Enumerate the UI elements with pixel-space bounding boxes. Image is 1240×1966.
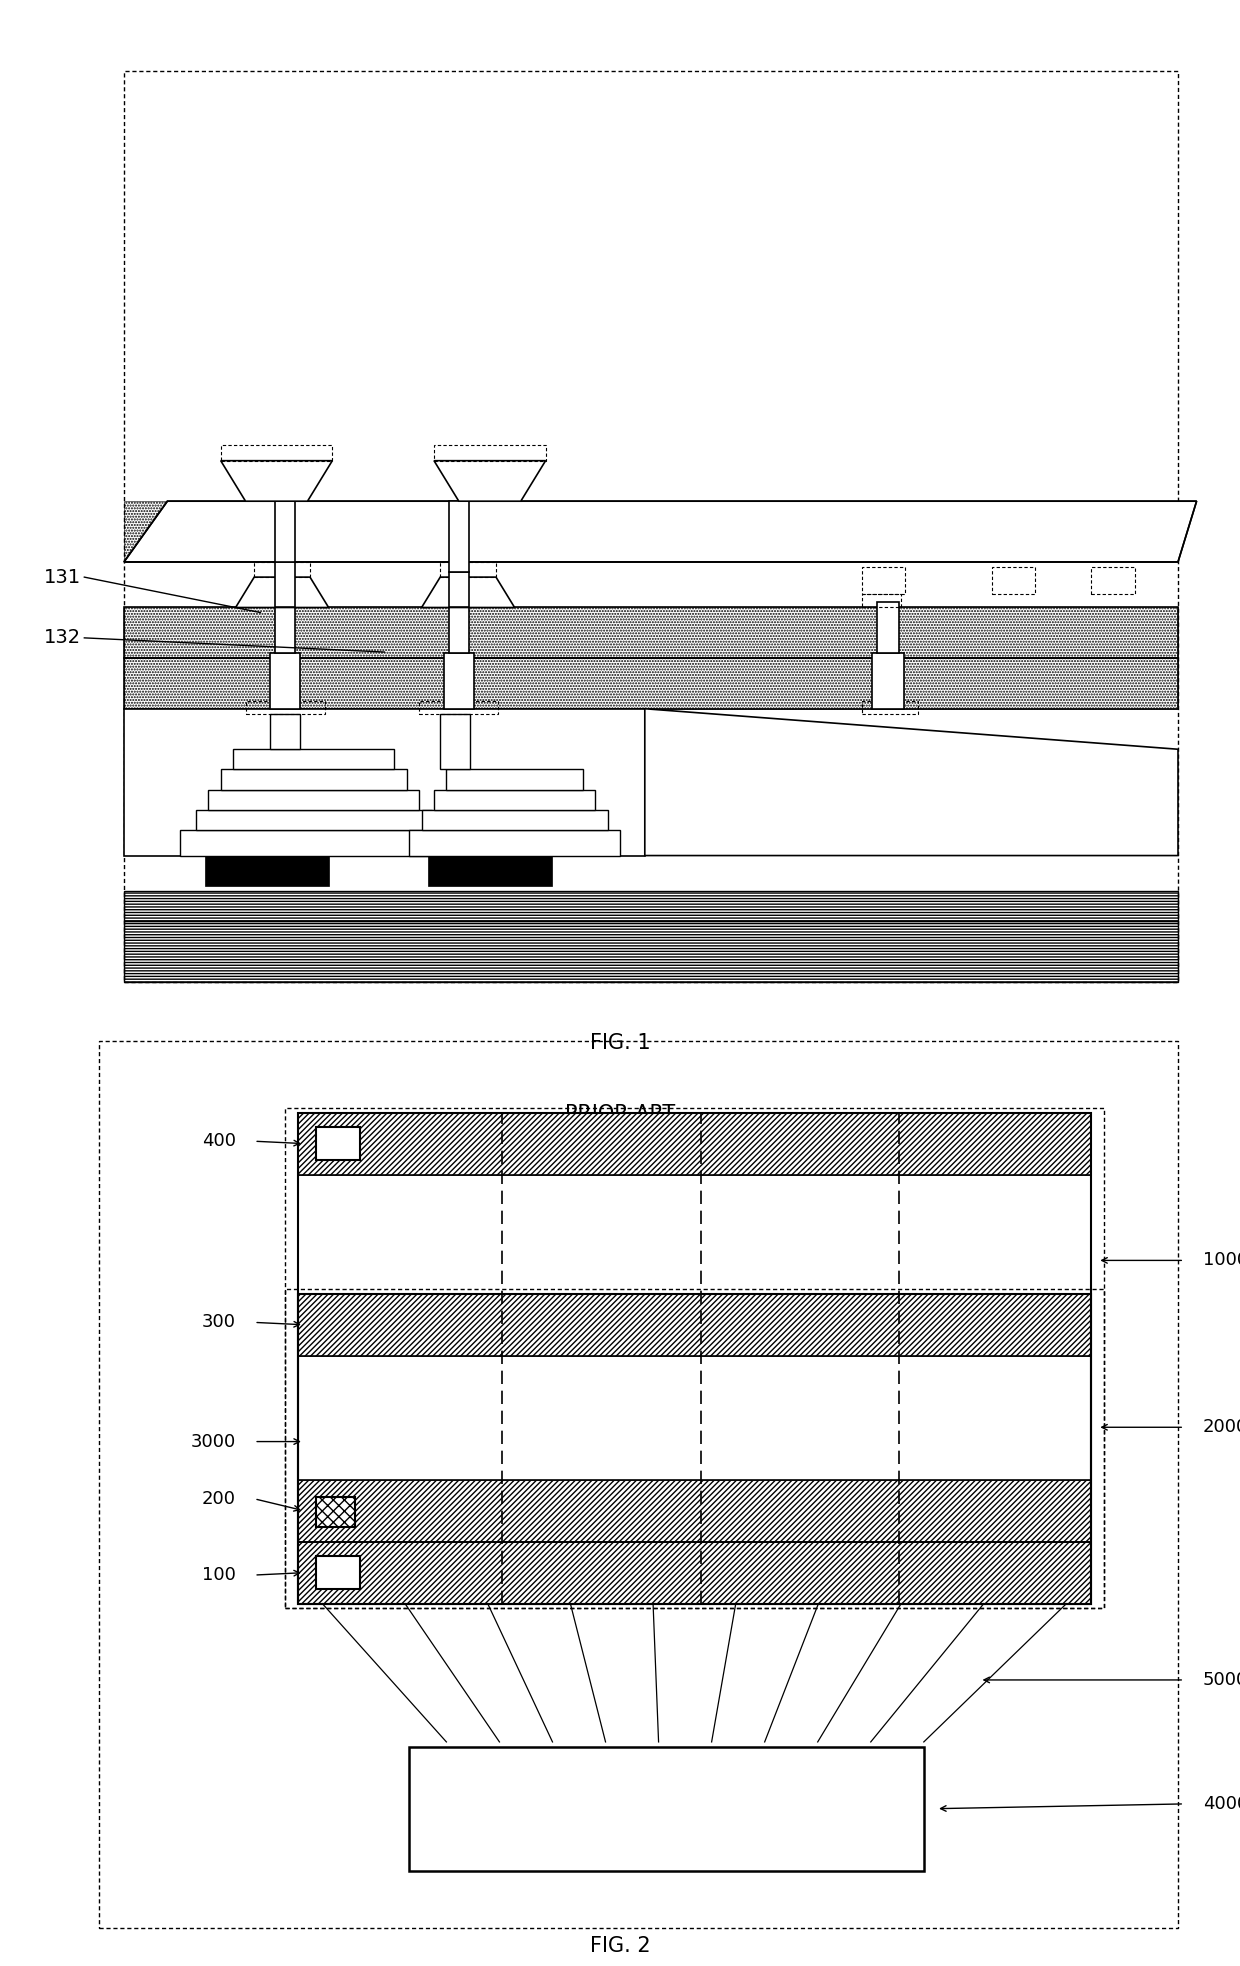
Bar bbox=[449, 607, 469, 653]
Bar bbox=[233, 749, 394, 769]
Text: 132: 132 bbox=[43, 629, 81, 647]
Bar bbox=[449, 501, 469, 572]
Bar bbox=[316, 1498, 356, 1528]
Polygon shape bbox=[434, 460, 546, 501]
Polygon shape bbox=[236, 578, 329, 607]
Bar bbox=[440, 714, 470, 769]
Bar bbox=[298, 1294, 1091, 1604]
Bar bbox=[449, 572, 469, 607]
Bar bbox=[298, 1294, 1091, 1357]
Bar bbox=[124, 891, 1178, 922]
Bar bbox=[877, 602, 899, 653]
Bar bbox=[205, 855, 329, 887]
Text: 1000: 1000 bbox=[1203, 1252, 1240, 1270]
Bar bbox=[270, 653, 300, 710]
Text: 3000: 3000 bbox=[191, 1433, 236, 1451]
Bar bbox=[124, 891, 1178, 922]
Bar bbox=[221, 769, 407, 790]
Bar bbox=[124, 607, 1178, 659]
Text: FIG. 1: FIG. 1 bbox=[590, 1032, 650, 1052]
Bar bbox=[99, 1042, 1178, 1929]
Text: 5000: 5000 bbox=[1203, 1671, 1240, 1689]
Bar bbox=[298, 1541, 1091, 1604]
Text: FIG. 2: FIG. 2 bbox=[590, 1937, 650, 1956]
Bar bbox=[275, 598, 295, 653]
Bar bbox=[208, 790, 419, 810]
Bar bbox=[124, 501, 1178, 562]
Bar bbox=[446, 769, 583, 790]
Bar bbox=[409, 830, 620, 855]
Bar bbox=[275, 562, 295, 607]
Text: PRIOR ART: PRIOR ART bbox=[565, 1103, 675, 1125]
Polygon shape bbox=[221, 460, 332, 501]
Bar bbox=[428, 855, 552, 887]
Bar bbox=[444, 653, 474, 710]
Bar bbox=[124, 922, 1178, 983]
Bar bbox=[316, 1555, 360, 1589]
Text: 300: 300 bbox=[202, 1313, 236, 1331]
Bar bbox=[180, 830, 453, 855]
Bar bbox=[298, 1294, 1091, 1357]
Polygon shape bbox=[124, 710, 645, 855]
Text: 4000: 4000 bbox=[1203, 1795, 1240, 1813]
Bar bbox=[316, 1127, 360, 1160]
Bar bbox=[298, 1480, 1091, 1541]
Bar bbox=[124, 659, 1178, 710]
Bar bbox=[124, 71, 1178, 983]
Bar bbox=[298, 1113, 1091, 1604]
Text: 100: 100 bbox=[202, 1567, 236, 1585]
Bar bbox=[270, 714, 300, 749]
Bar bbox=[298, 1480, 1091, 1541]
Bar bbox=[422, 810, 608, 830]
Bar bbox=[124, 659, 1178, 710]
Bar bbox=[298, 1113, 1091, 1174]
Text: 131: 131 bbox=[43, 568, 81, 586]
Bar bbox=[298, 1113, 1091, 1174]
Bar bbox=[316, 1498, 356, 1528]
Bar bbox=[434, 790, 595, 810]
Text: 400: 400 bbox=[202, 1132, 236, 1150]
Polygon shape bbox=[645, 710, 1178, 855]
Polygon shape bbox=[422, 578, 515, 607]
Bar bbox=[285, 1290, 1104, 1608]
Polygon shape bbox=[124, 501, 1197, 562]
Bar bbox=[285, 1109, 1104, 1608]
Bar bbox=[124, 607, 1178, 659]
Bar bbox=[124, 922, 1178, 983]
Bar bbox=[298, 1541, 1091, 1604]
Bar bbox=[872, 653, 904, 710]
Text: 2000: 2000 bbox=[1203, 1417, 1240, 1437]
Bar bbox=[409, 1746, 924, 1872]
Bar bbox=[196, 810, 432, 830]
Bar bbox=[275, 501, 295, 562]
Text: 200: 200 bbox=[202, 1490, 236, 1508]
